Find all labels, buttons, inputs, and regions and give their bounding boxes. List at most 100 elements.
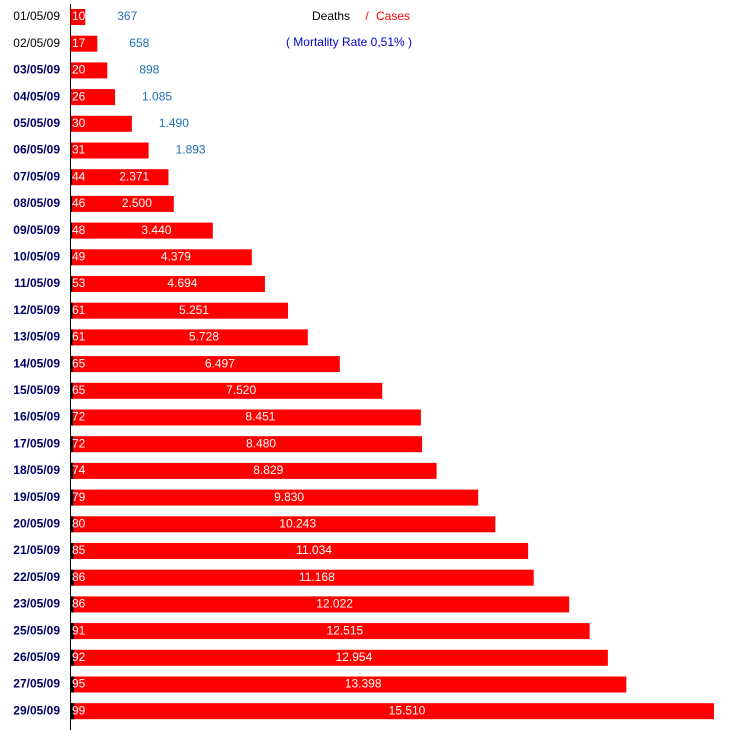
deaths-bar	[70, 222, 72, 239]
deaths-label: 61	[72, 330, 86, 344]
cases-bar	[70, 169, 169, 186]
cases-label: 3.440	[141, 223, 171, 237]
cases-label: 13.398	[345, 677, 382, 691]
deaths-bar	[70, 169, 72, 186]
deaths-label: 95	[72, 677, 86, 691]
cases-bar	[70, 356, 340, 373]
y-tick-label: 05/05/09	[13, 116, 60, 130]
cases-bar	[70, 462, 437, 479]
y-tick-label: 04/05/09	[13, 89, 60, 103]
deaths-label: 86	[72, 570, 86, 584]
deaths-bar	[70, 276, 73, 292]
deaths-bar	[70, 195, 72, 212]
y-tick-label: 10/05/09	[13, 249, 60, 263]
cases-label: 1.490	[159, 116, 189, 130]
cases-label: 12.954	[336, 650, 373, 664]
deaths-bar	[70, 142, 72, 159]
deaths-bar	[70, 115, 72, 132]
deaths-label: 10	[72, 9, 86, 23]
cases-bar	[70, 9, 86, 25]
deaths-label: 61	[72, 303, 86, 317]
deaths-bar	[70, 649, 74, 666]
cases-bar	[70, 543, 529, 559]
cases-label: 11.034	[296, 543, 332, 557]
cases-label: 6.497	[205, 356, 235, 370]
deaths-bar	[70, 409, 73, 426]
cases-label: 15.510	[389, 703, 426, 717]
deaths-label: 72	[72, 436, 86, 450]
cases-label: 5.728	[189, 330, 219, 344]
cases-label: 1.085	[142, 89, 172, 103]
title-cases: Cases	[376, 9, 410, 23]
y-tick-label: 21/05/09	[13, 543, 60, 557]
y-tick-label: 27/05/09	[13, 677, 60, 691]
cases-bar	[70, 195, 174, 212]
deaths-bar	[70, 356, 73, 373]
deaths-label: 80	[72, 516, 86, 530]
cases-label: 7.520	[226, 383, 256, 397]
deaths-label: 31	[72, 143, 86, 157]
y-tick-label: 03/05/09	[13, 63, 60, 77]
cases-label: 2.500	[122, 196, 152, 210]
cases-bar	[70, 489, 479, 506]
deaths-bar	[70, 596, 74, 613]
cases-label: 2.371	[119, 169, 149, 183]
deaths-label: 91	[72, 623, 86, 637]
y-tick-label: 19/05/09	[13, 490, 60, 504]
cases-bar	[70, 89, 116, 106]
cases-label: 4.694	[167, 276, 197, 290]
deaths-bar	[70, 382, 73, 399]
deaths-label: 92	[72, 650, 86, 664]
deaths-label: 85	[72, 543, 86, 557]
y-tick-label: 20/05/09	[13, 516, 60, 530]
y-tick-label: 02/05/09	[13, 36, 60, 50]
deaths-label: 44	[72, 169, 86, 183]
deaths-bar	[70, 703, 75, 720]
cases-label: 898	[139, 63, 159, 77]
y-tick-label: 01/05/09	[13, 9, 60, 23]
cases-label: 8.829	[253, 463, 283, 477]
cases-bar	[70, 276, 265, 292]
title-separator: /	[365, 9, 369, 23]
cases-label: 367	[117, 9, 137, 23]
cases-label: 4.379	[161, 249, 191, 263]
cases-label: 12.515	[326, 623, 363, 637]
cases-bar	[70, 329, 308, 346]
cases-bar	[70, 222, 213, 239]
y-tick-label: 22/05/09	[13, 570, 60, 584]
deaths-bar	[70, 89, 72, 106]
cases-bar	[70, 596, 570, 613]
y-tick-label: 08/05/09	[13, 196, 60, 210]
y-tick-label: 29/05/09	[13, 703, 60, 717]
cases-label: 8.451	[245, 410, 275, 424]
y-tick-label: 12/05/09	[13, 303, 60, 317]
deaths-bar	[70, 623, 74, 640]
deaths-label: 17	[72, 36, 86, 50]
title-deaths: Deaths	[312, 9, 350, 23]
y-tick-label: 13/05/09	[13, 330, 60, 344]
deaths-bar	[70, 436, 73, 453]
deaths-bar	[70, 329, 73, 346]
deaths-bar	[70, 35, 71, 52]
deaths-label: 65	[72, 383, 86, 397]
cases-bar	[70, 35, 98, 52]
cases-bar	[70, 436, 423, 453]
y-tick-label: 09/05/09	[13, 223, 60, 237]
cases-label: 5.251	[179, 303, 209, 317]
deaths-label: 99	[72, 703, 86, 717]
deaths-bar	[70, 516, 74, 533]
cases-bar	[70, 569, 534, 586]
deaths-label: 79	[72, 490, 86, 504]
deaths-bar	[70, 302, 73, 319]
cases-bar	[70, 62, 108, 79]
y-tick-label: 25/05/09	[13, 623, 60, 637]
deaths-bar	[70, 543, 74, 559]
deaths-label: 26	[72, 89, 86, 103]
deaths-label: 48	[72, 223, 86, 237]
y-tick-label: 26/05/09	[13, 650, 60, 664]
y-tick-label: 06/05/09	[13, 143, 60, 157]
subtitle: ( Mortality Rate 0,51% )	[286, 35, 412, 49]
deaths-bar	[70, 569, 74, 586]
deaths-bar	[70, 676, 74, 693]
